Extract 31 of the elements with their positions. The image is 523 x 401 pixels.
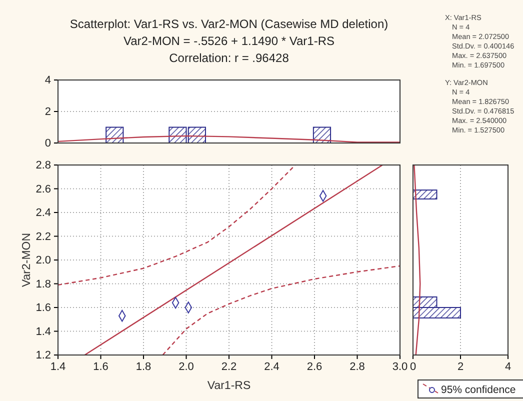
y-tick-label: 0: [44, 138, 51, 150]
x-tick-label: 1.8: [136, 360, 152, 373]
x-tick-label: 2.6: [306, 360, 322, 373]
text: Correlation: r = .96428: [169, 51, 290, 65]
y-tick-label: 2.8: [36, 160, 51, 172]
x-tick-label: 4: [504, 360, 512, 373]
y-tick-label: 2.4: [36, 207, 51, 220]
x-tick-label: 2.4: [264, 360, 280, 373]
y-tick-label: 1.6: [36, 302, 51, 314]
x-tick-label: 3.0: [392, 360, 408, 373]
line-series: [162, 265, 400, 355]
y-tick-label: 2: [44, 106, 51, 118]
x-tick-label: 2: [457, 360, 464, 373]
y-tick-label: 1.8: [36, 278, 51, 290]
text: Scatterplot: Var1-RS vs. Var2-MON (Casewise MD deletion): [70, 17, 388, 31]
x-tick-label: 2.0: [178, 360, 194, 373]
line-series: [58, 165, 296, 286]
text: Var2-MON = -.5526 + 1.1490 * Var1-RS: [124, 34, 334, 48]
x-tick-label: 2.8: [350, 360, 365, 373]
y-axis-title: Var2-MON: [21, 232, 33, 288]
y-tick-label: 2.2: [36, 230, 51, 243]
y-tick-label: 2.6: [36, 183, 51, 196]
y-tick-label: 1.4: [36, 326, 51, 338]
x-tick-label: 1.6: [93, 360, 108, 373]
y-tick-label: 2.0: [36, 254, 51, 267]
x-tick-label: 0: [410, 360, 416, 373]
y-tick-label: 4: [44, 74, 51, 87]
y-tick-label: 1.2: [36, 350, 51, 362]
legend-label: 95% confidence: [441, 384, 516, 396]
x-tick-label: 2.2: [221, 360, 237, 373]
x-axis-title: Var1-RS: [207, 380, 251, 392]
